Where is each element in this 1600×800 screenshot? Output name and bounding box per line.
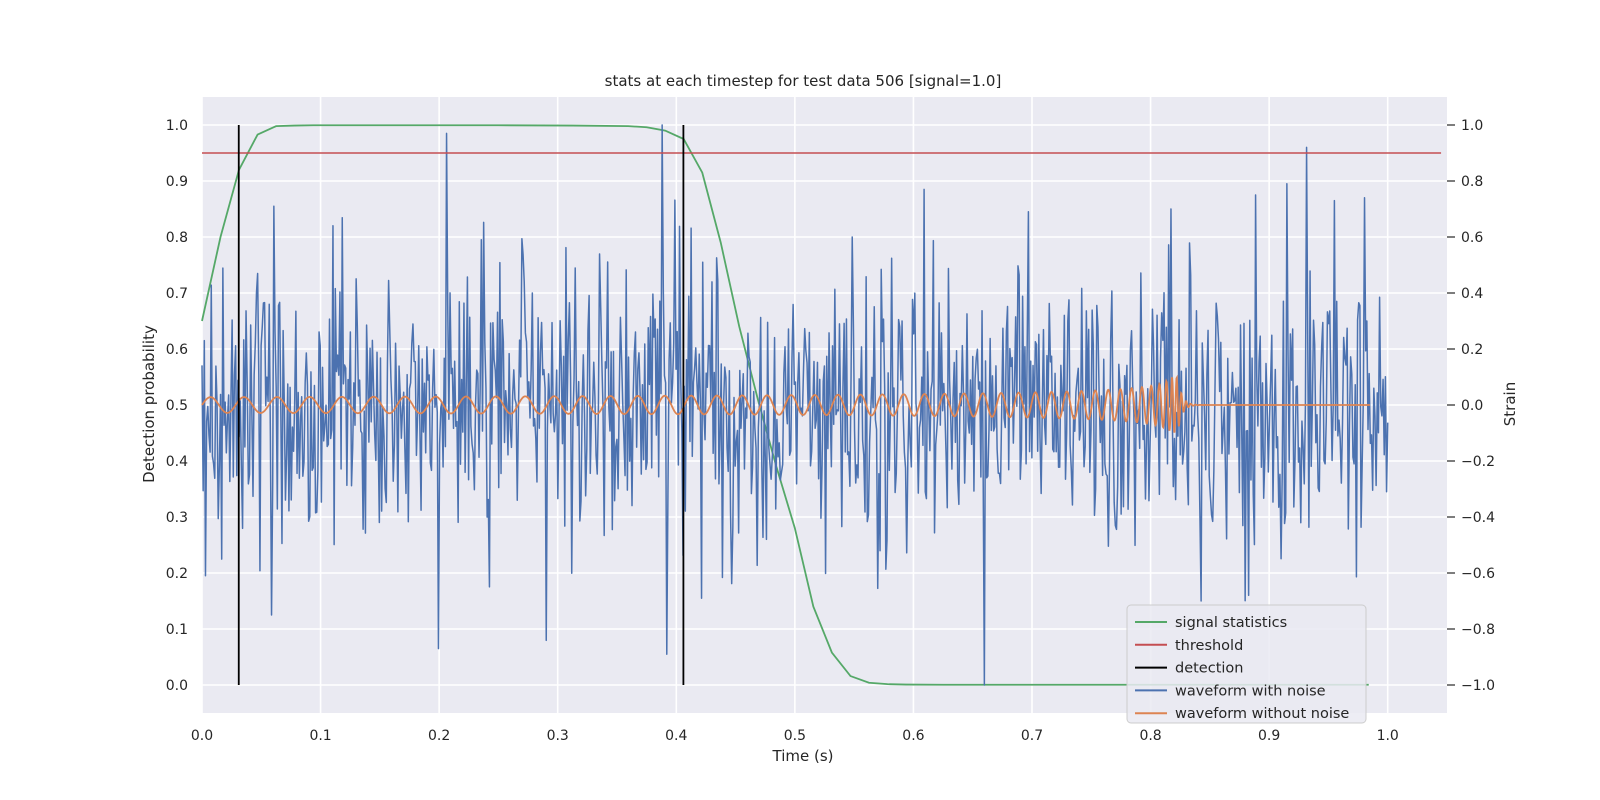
waveform-with-noise-line [201, 124, 1389, 686]
y-right-tick-label: 0.4 [1461, 286, 1483, 302]
y-right-tick-label: −0.4 [1461, 510, 1495, 526]
x-tick-label: 0.5 [784, 728, 806, 744]
legend: signal statistics threshold detection wavef… [1126, 604, 1367, 724]
y-left-tick-label: 0.6 [166, 342, 188, 358]
x-tick-label: 0.0 [191, 728, 213, 744]
y-right-tick-label: 0.6 [1461, 230, 1483, 246]
y-right-tick-label: −0.6 [1461, 566, 1495, 582]
legend-label: threshold [1175, 638, 1243, 654]
x-tick-label: 1.0 [1377, 728, 1399, 744]
x-tick-label: 0.9 [1258, 728, 1280, 744]
y-right-tick-label: 0.0 [1461, 398, 1483, 414]
waveform-without-noise-line [201, 374, 1370, 433]
axes: 0.0 0.1 0.2 0.3 0.4 0.5 0.6 0.7 0.8 0.9 1.0 0.0 0.1 0… [166, 118, 1495, 744]
legend-label: waveform without noise [1175, 706, 1349, 722]
x-tick-label: 0.6 [902, 728, 924, 744]
y-axis-label-left: Detection probability [140, 325, 158, 483]
y-left-tick-label: 0.9 [166, 174, 188, 190]
x-tick-label: 0.2 [428, 728, 450, 744]
y-axis-label-right: Strain [1501, 382, 1519, 426]
y-right-tick-label: −0.8 [1461, 622, 1495, 638]
x-axis-label: Time (s) [772, 747, 834, 765]
signal-statistics-line [201, 124, 1369, 686]
y-left-tick-label: 0.0 [166, 678, 188, 694]
x-tick-label: 0.1 [309, 728, 331, 744]
x-tick-label: 0.3 [547, 728, 569, 744]
chart-title: stats at each timestep for test data 506… [605, 72, 1002, 90]
y-right-tick-label: 0.8 [1461, 174, 1483, 190]
x-tick-label: 0.4 [665, 728, 687, 744]
y-right-tick-label: −1.0 [1461, 678, 1495, 694]
y-left-tick-label: 0.5 [166, 398, 188, 414]
y-right-tick-label: 1.0 [1461, 118, 1483, 134]
y-left-tick-label: 0.2 [166, 566, 188, 582]
legend-box [1126, 604, 1367, 724]
legend-label: waveform with noise [1175, 683, 1326, 699]
y-left-tick-label: 0.1 [166, 622, 188, 638]
x-tick-label: 0.7 [1021, 728, 1043, 744]
y-left-tick-label: 0.3 [166, 510, 188, 526]
y-left-tick-label: 0.4 [166, 454, 188, 470]
y-left-tick-label: 0.8 [166, 230, 188, 246]
legend-label: detection [1175, 661, 1243, 677]
y-left-tick-label: 0.7 [166, 286, 188, 302]
plot-marks [201, 124, 1442, 686]
x-tick-label: 0.8 [1139, 728, 1161, 744]
legend-label: signal statistics [1175, 615, 1287, 631]
y-left-tick-label: 1.0 [166, 118, 188, 134]
y-right-tick-label: −0.2 [1461, 454, 1495, 470]
y-right-tick-label: 0.2 [1461, 342, 1483, 358]
